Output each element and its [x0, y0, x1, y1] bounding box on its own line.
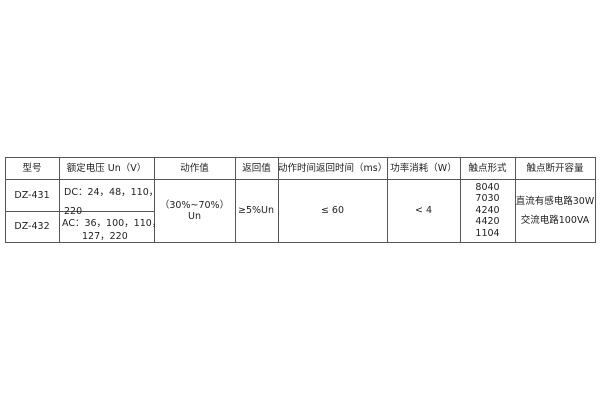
- header-power: 功率消耗（W）: [390, 162, 457, 174]
- table-border-bottom: [5, 242, 596, 243]
- col-line: [235, 157, 236, 243]
- row-divider: [5, 211, 154, 212]
- time-cell: ≤ 60: [320, 205, 345, 216]
- capacity-cell: 直流有感电路30W 交流电路100VA: [515, 179, 595, 242]
- header-return-value: 返回值: [242, 162, 271, 174]
- voltage-dc-line2: 220: [64, 206, 83, 217]
- col-line: [154, 157, 155, 243]
- model-cell: DZ-432: [14, 221, 50, 232]
- action-value-cell: （30%~70%）Un: [159, 199, 230, 222]
- capacity-dc: 直流有感电路30W: [515, 195, 595, 207]
- col-line: [515, 157, 516, 243]
- voltage-ac-line1: AC：36，100，110，: [62, 218, 162, 229]
- header-contacts: 触点形式: [468, 162, 507, 174]
- header-voltage: 额定电压 Un（V）: [66, 162, 147, 174]
- col-line: [460, 157, 461, 243]
- capacity-ac: 交流电路100VA: [520, 214, 590, 226]
- contact-type: 8040: [475, 181, 500, 193]
- contacts-cell: 8040 7030 4240 4420 1104: [460, 179, 515, 242]
- voltage-ac-line2: 127，220: [82, 231, 128, 242]
- contact-type: 7030: [475, 193, 500, 205]
- voltage-dc-line1: DC：24，48，110，: [64, 187, 159, 198]
- contact-type: 1104: [475, 227, 500, 239]
- header-divider: [5, 179, 596, 180]
- col-line: [59, 157, 60, 243]
- col-line: [5, 157, 6, 243]
- contact-type: 4240: [475, 204, 500, 216]
- col-line: [595, 157, 596, 243]
- header-model: 型号: [22, 162, 42, 174]
- header-action-value: 动作值: [180, 162, 209, 174]
- col-line: [387, 157, 388, 243]
- header-capacity: 触点断开容量: [526, 162, 584, 174]
- power-cell: < 4: [414, 205, 433, 216]
- model-cell: DZ-431: [14, 189, 50, 201]
- contact-type: 4420: [475, 216, 500, 228]
- table-border-top: [5, 157, 596, 158]
- return-value-cell: ≥5%Un: [238, 205, 275, 216]
- header-time: 动作时间返回时间（ms）: [278, 162, 388, 174]
- col-line: [278, 157, 279, 243]
